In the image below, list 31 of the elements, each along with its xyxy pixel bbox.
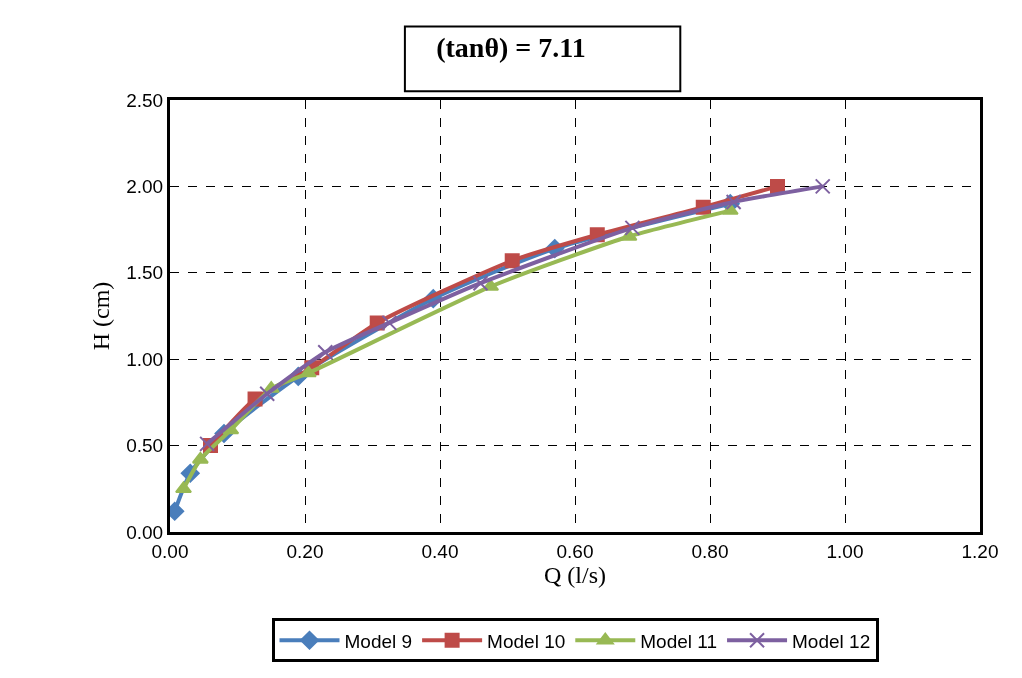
y-tick-label: 0.00 bbox=[126, 521, 164, 543]
legend-label: Model 12 bbox=[792, 630, 871, 652]
x-tick-label: 1.00 bbox=[826, 540, 864, 562]
point bbox=[317, 344, 334, 361]
point bbox=[381, 314, 398, 331]
point bbox=[472, 275, 489, 292]
point bbox=[299, 365, 317, 378]
y-tick-label: 2.50 bbox=[126, 89, 164, 111]
y-tick-label: 0.50 bbox=[126, 435, 164, 457]
x-tick-label: 0.40 bbox=[421, 540, 459, 562]
x-tick-label: 0.60 bbox=[556, 540, 594, 562]
x-tick-label: 0.00 bbox=[151, 540, 189, 562]
point bbox=[725, 193, 742, 210]
legend-label: Model 10 bbox=[487, 630, 566, 652]
y-tick-label: 2.00 bbox=[126, 176, 164, 198]
x-tick-label: 0.20 bbox=[286, 540, 324, 562]
y-axis-title: H (cm) bbox=[88, 281, 115, 351]
point bbox=[814, 178, 831, 195]
point bbox=[624, 219, 641, 236]
x-tick-label: 1.20 bbox=[961, 540, 999, 562]
point bbox=[191, 451, 209, 464]
legend-label: Model 11 bbox=[640, 630, 718, 652]
point bbox=[199, 435, 216, 452]
y-tick-label: 1.50 bbox=[126, 262, 164, 284]
point bbox=[504, 253, 520, 269]
x-tick-label: 0.80 bbox=[691, 540, 729, 562]
point bbox=[259, 385, 276, 402]
chart-title: (tanθ) = 7.11 bbox=[436, 32, 586, 64]
y-tick-label: 1.00 bbox=[126, 348, 164, 370]
x-axis-title: Q (l/s) bbox=[544, 561, 606, 588]
legend-label: Model 9 bbox=[344, 630, 413, 652]
